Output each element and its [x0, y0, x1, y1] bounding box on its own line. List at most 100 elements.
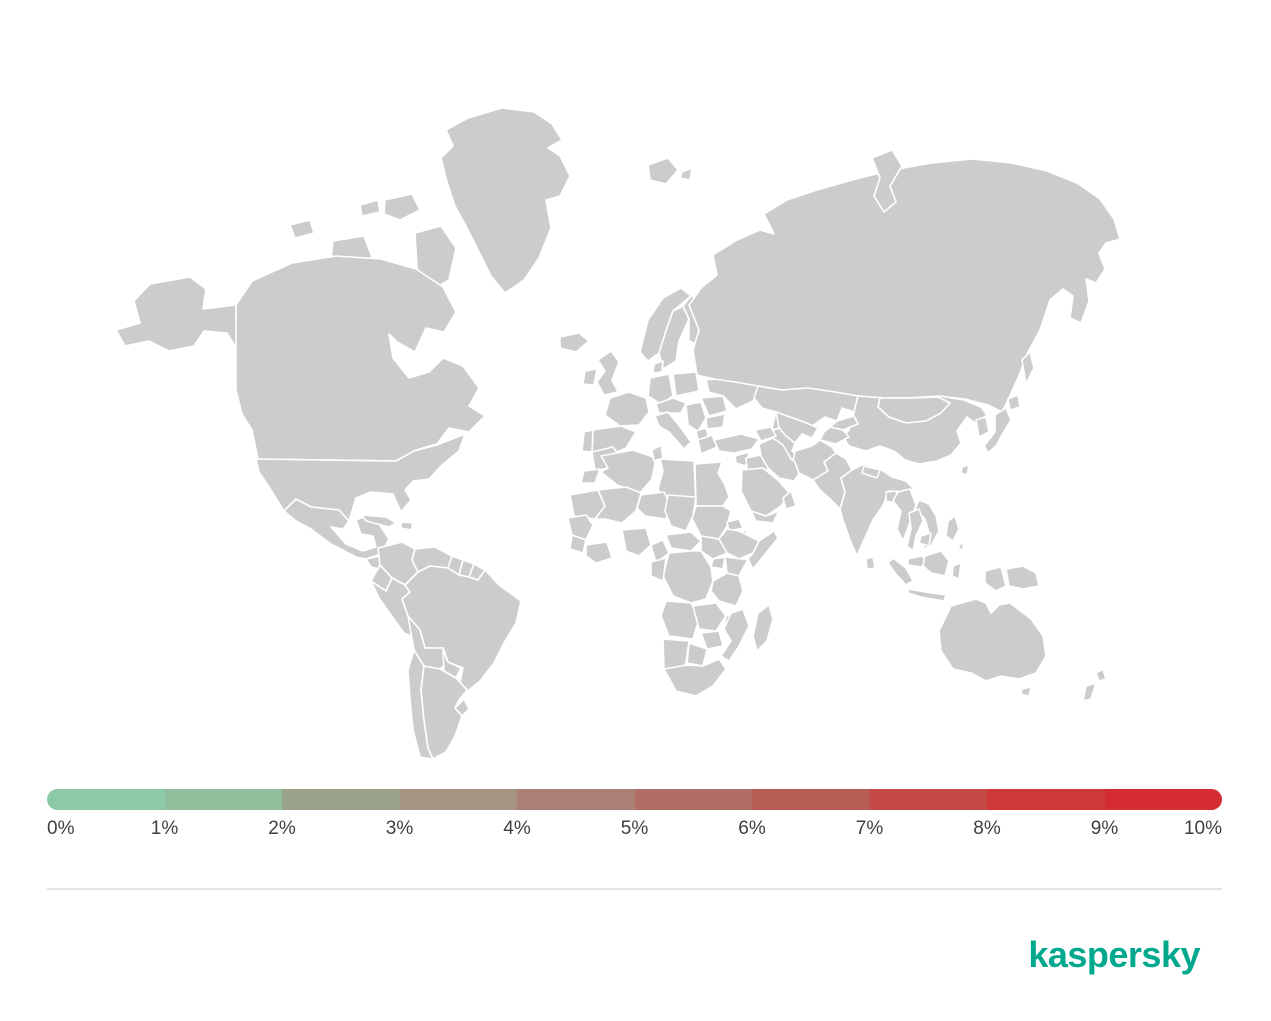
region-chad [664, 494, 697, 532]
region-iceland [559, 332, 590, 353]
region-india [839, 463, 915, 557]
region-philippines [957, 542, 965, 553]
region-argentina [420, 665, 468, 760]
region-hispaniola [400, 521, 414, 531]
region-indonesia-sumatra [887, 557, 914, 586]
region-western-sahara [580, 468, 601, 484]
region-australia [938, 598, 1047, 682]
region-tajikistan [819, 426, 850, 445]
region-svalbard [647, 157, 679, 185]
legend-tick-label: 4% [503, 818, 531, 839]
region-ivory-coast-ghana [585, 541, 613, 564]
region-mozambique [720, 608, 750, 662]
region-zambia [692, 602, 727, 632]
region-egypt [694, 461, 730, 507]
region-sri-lanka [865, 556, 876, 570]
region-eritrea [726, 518, 744, 532]
legend-ticks: 0% 1% 2% 3% 4% 5% 6% 7% 8% 9% 10% [47, 818, 1222, 844]
region-mongolia [877, 396, 951, 424]
region-japan [1007, 394, 1021, 411]
kaspersky-logo: kaspersky [1028, 934, 1200, 975]
region-thailand [906, 508, 924, 552]
legend-segment [282, 789, 400, 810]
region-saudi-arabia [740, 467, 790, 517]
region-novaya-zemlya [871, 149, 903, 213]
region-zimbabwe [700, 630, 724, 650]
region-svalbard [679, 167, 693, 181]
region-papua-new-guinea [1005, 565, 1040, 590]
legend-tick-label: 8% [973, 818, 1001, 839]
region-tasmania [1020, 686, 1032, 697]
legend-segment [752, 789, 870, 810]
region-canada-arctic [289, 219, 315, 239]
legend-segment [399, 789, 517, 810]
region-south-korea [975, 416, 990, 438]
region-new-zealand [1095, 668, 1107, 682]
world-map [115, 107, 1121, 760]
region-myanmar [892, 488, 917, 542]
legend-segment [164, 789, 282, 810]
region-south-africa [663, 658, 727, 697]
region-yemen [750, 510, 780, 524]
region-kenya [724, 556, 749, 577]
legend-tick-label: 0% [47, 818, 75, 839]
legend-tick-label: 1% [150, 818, 179, 839]
region-south-sudan [700, 535, 728, 560]
region-turkey [713, 433, 760, 454]
legend-segment [987, 789, 1105, 810]
region-italy [654, 411, 692, 450]
region-uganda [710, 556, 726, 570]
region-drc [662, 550, 714, 604]
region-cambodia [918, 532, 932, 547]
legend-segment [869, 789, 987, 810]
legend-tick-label: 7% [855, 818, 884, 839]
legend-tick-label: 9% [1090, 818, 1119, 839]
region-central-african-republic [665, 531, 702, 552]
region-oman [782, 490, 797, 510]
region-bulgaria [705, 413, 726, 430]
region-romania [700, 395, 728, 417]
legend-tick-label: 6% [738, 818, 766, 839]
region-uruguay [454, 698, 470, 717]
region-paraguay [442, 649, 462, 679]
region-norway [639, 287, 692, 362]
region-portugal [581, 429, 594, 453]
region-kyrgyzstan [829, 415, 859, 431]
region-niger [636, 491, 672, 520]
region-france [604, 391, 650, 427]
region-senegal [567, 514, 594, 541]
legend-tick-label: 2% [268, 818, 296, 839]
legend-segment [47, 789, 165, 810]
region-canada [235, 255, 486, 462]
region-indonesia-sulawesi [951, 562, 962, 580]
region-indonesia-papua [984, 566, 1007, 592]
region-botswana [686, 642, 708, 667]
divider-line [47, 888, 1222, 890]
region-central-europe [655, 397, 687, 414]
region-japan [983, 407, 1012, 454]
region-nepal [861, 465, 881, 479]
legend-tick-label: 5% [620, 818, 649, 839]
region-angola [660, 600, 700, 640]
region-china [842, 395, 988, 465]
region-madagascar [752, 604, 774, 652]
region-poland [672, 371, 700, 397]
region-greenland [440, 107, 571, 294]
region-sakhalin [1021, 351, 1035, 385]
region-tunisia [651, 444, 664, 462]
region-caucasus [754, 426, 777, 442]
region-nigeria [621, 527, 652, 557]
region-indonesia-borneo [922, 550, 950, 577]
region-philippines [945, 515, 960, 542]
legend-segment [634, 789, 752, 810]
region-russia [688, 158, 1121, 413]
region-tanzania [710, 572, 744, 607]
legend-tick-label: 3% [385, 818, 414, 839]
region-algeria [600, 449, 657, 494]
region-ireland [582, 368, 598, 386]
legend-segment [1104, 789, 1222, 810]
region-canada-arctic [359, 199, 381, 217]
region-somalia [747, 530, 779, 570]
region-denmark [652, 360, 664, 374]
